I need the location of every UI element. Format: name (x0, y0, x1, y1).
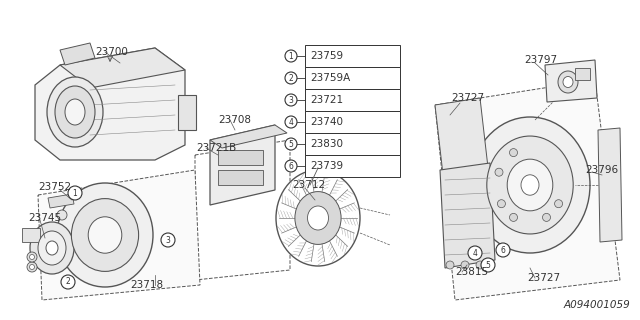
Ellipse shape (72, 199, 139, 271)
Bar (305, 155, 400, 177)
Bar (305, 133, 400, 155)
Ellipse shape (30, 222, 74, 274)
Ellipse shape (470, 117, 590, 253)
Text: 1: 1 (289, 52, 293, 60)
Circle shape (61, 275, 75, 289)
Text: 23759A: 23759A (310, 73, 350, 83)
Polygon shape (210, 125, 287, 148)
Circle shape (496, 243, 510, 257)
Ellipse shape (507, 159, 553, 211)
Text: 23740: 23740 (310, 117, 343, 127)
Text: 6: 6 (289, 162, 293, 171)
Text: 23700: 23700 (95, 47, 128, 57)
Bar (305, 67, 400, 89)
Bar (305, 89, 400, 111)
Circle shape (446, 261, 454, 269)
Circle shape (29, 265, 35, 269)
Polygon shape (210, 125, 275, 205)
Circle shape (468, 246, 482, 260)
Ellipse shape (65, 99, 85, 125)
Text: 3: 3 (166, 236, 170, 244)
Polygon shape (440, 163, 495, 268)
Circle shape (285, 116, 297, 128)
Circle shape (27, 262, 37, 272)
Circle shape (29, 254, 35, 260)
Ellipse shape (487, 136, 573, 234)
Circle shape (509, 213, 518, 221)
Polygon shape (435, 98, 490, 192)
Text: 23752: 23752 (38, 182, 71, 192)
Circle shape (476, 261, 484, 269)
Bar (218, 150, 263, 165)
Ellipse shape (558, 71, 578, 93)
Ellipse shape (38, 231, 66, 265)
Text: 4: 4 (289, 117, 293, 126)
Text: 23721: 23721 (310, 95, 343, 105)
Text: 2: 2 (66, 277, 70, 286)
Text: 4: 4 (472, 249, 477, 258)
Circle shape (161, 233, 175, 247)
Text: 23708: 23708 (218, 115, 251, 125)
Circle shape (509, 148, 518, 156)
Text: A094001059: A094001059 (563, 300, 630, 310)
Text: 23815: 23815 (455, 267, 488, 277)
Text: 23727: 23727 (527, 273, 560, 283)
Text: 23796: 23796 (585, 165, 618, 175)
Ellipse shape (46, 241, 58, 255)
Ellipse shape (55, 86, 95, 138)
Circle shape (481, 258, 495, 272)
Ellipse shape (57, 183, 153, 287)
Text: 2: 2 (289, 74, 293, 83)
Bar (218, 170, 263, 185)
Polygon shape (38, 170, 200, 300)
Circle shape (543, 213, 550, 221)
Circle shape (461, 261, 469, 269)
Polygon shape (48, 194, 74, 208)
Text: 23712: 23712 (292, 180, 325, 190)
Circle shape (68, 186, 82, 200)
Circle shape (27, 252, 37, 262)
Text: 23721B: 23721B (196, 143, 236, 153)
Text: 23797: 23797 (524, 55, 557, 65)
Circle shape (285, 72, 297, 84)
Polygon shape (60, 43, 95, 65)
Circle shape (285, 94, 297, 106)
Ellipse shape (88, 217, 122, 253)
Bar (575, 68, 590, 80)
Ellipse shape (295, 192, 341, 244)
Bar (305, 45, 400, 67)
Bar (22, 228, 40, 242)
Text: 23759: 23759 (310, 51, 343, 61)
Ellipse shape (521, 175, 539, 195)
Circle shape (285, 160, 297, 172)
Ellipse shape (563, 76, 573, 87)
Text: 23739: 23739 (310, 161, 343, 171)
Text: 5: 5 (289, 140, 293, 148)
Text: 23745: 23745 (28, 213, 61, 223)
Polygon shape (60, 48, 185, 88)
Text: 1: 1 (72, 188, 77, 197)
Ellipse shape (276, 170, 360, 266)
Circle shape (495, 168, 503, 176)
Circle shape (285, 50, 297, 62)
Text: 23727: 23727 (451, 93, 484, 103)
Bar (178, 95, 196, 130)
Polygon shape (435, 80, 620, 300)
Text: 6: 6 (500, 245, 506, 254)
Ellipse shape (307, 206, 328, 230)
Circle shape (57, 210, 67, 220)
Circle shape (555, 200, 563, 208)
Polygon shape (545, 60, 597, 102)
Bar (305, 111, 400, 133)
Text: 23830: 23830 (310, 139, 343, 149)
Text: 23718: 23718 (130, 280, 163, 290)
Ellipse shape (47, 77, 103, 147)
Circle shape (497, 200, 506, 208)
Polygon shape (35, 48, 185, 160)
Polygon shape (598, 128, 622, 242)
Text: 5: 5 (486, 260, 490, 269)
Circle shape (285, 138, 297, 150)
Text: 3: 3 (289, 95, 293, 105)
